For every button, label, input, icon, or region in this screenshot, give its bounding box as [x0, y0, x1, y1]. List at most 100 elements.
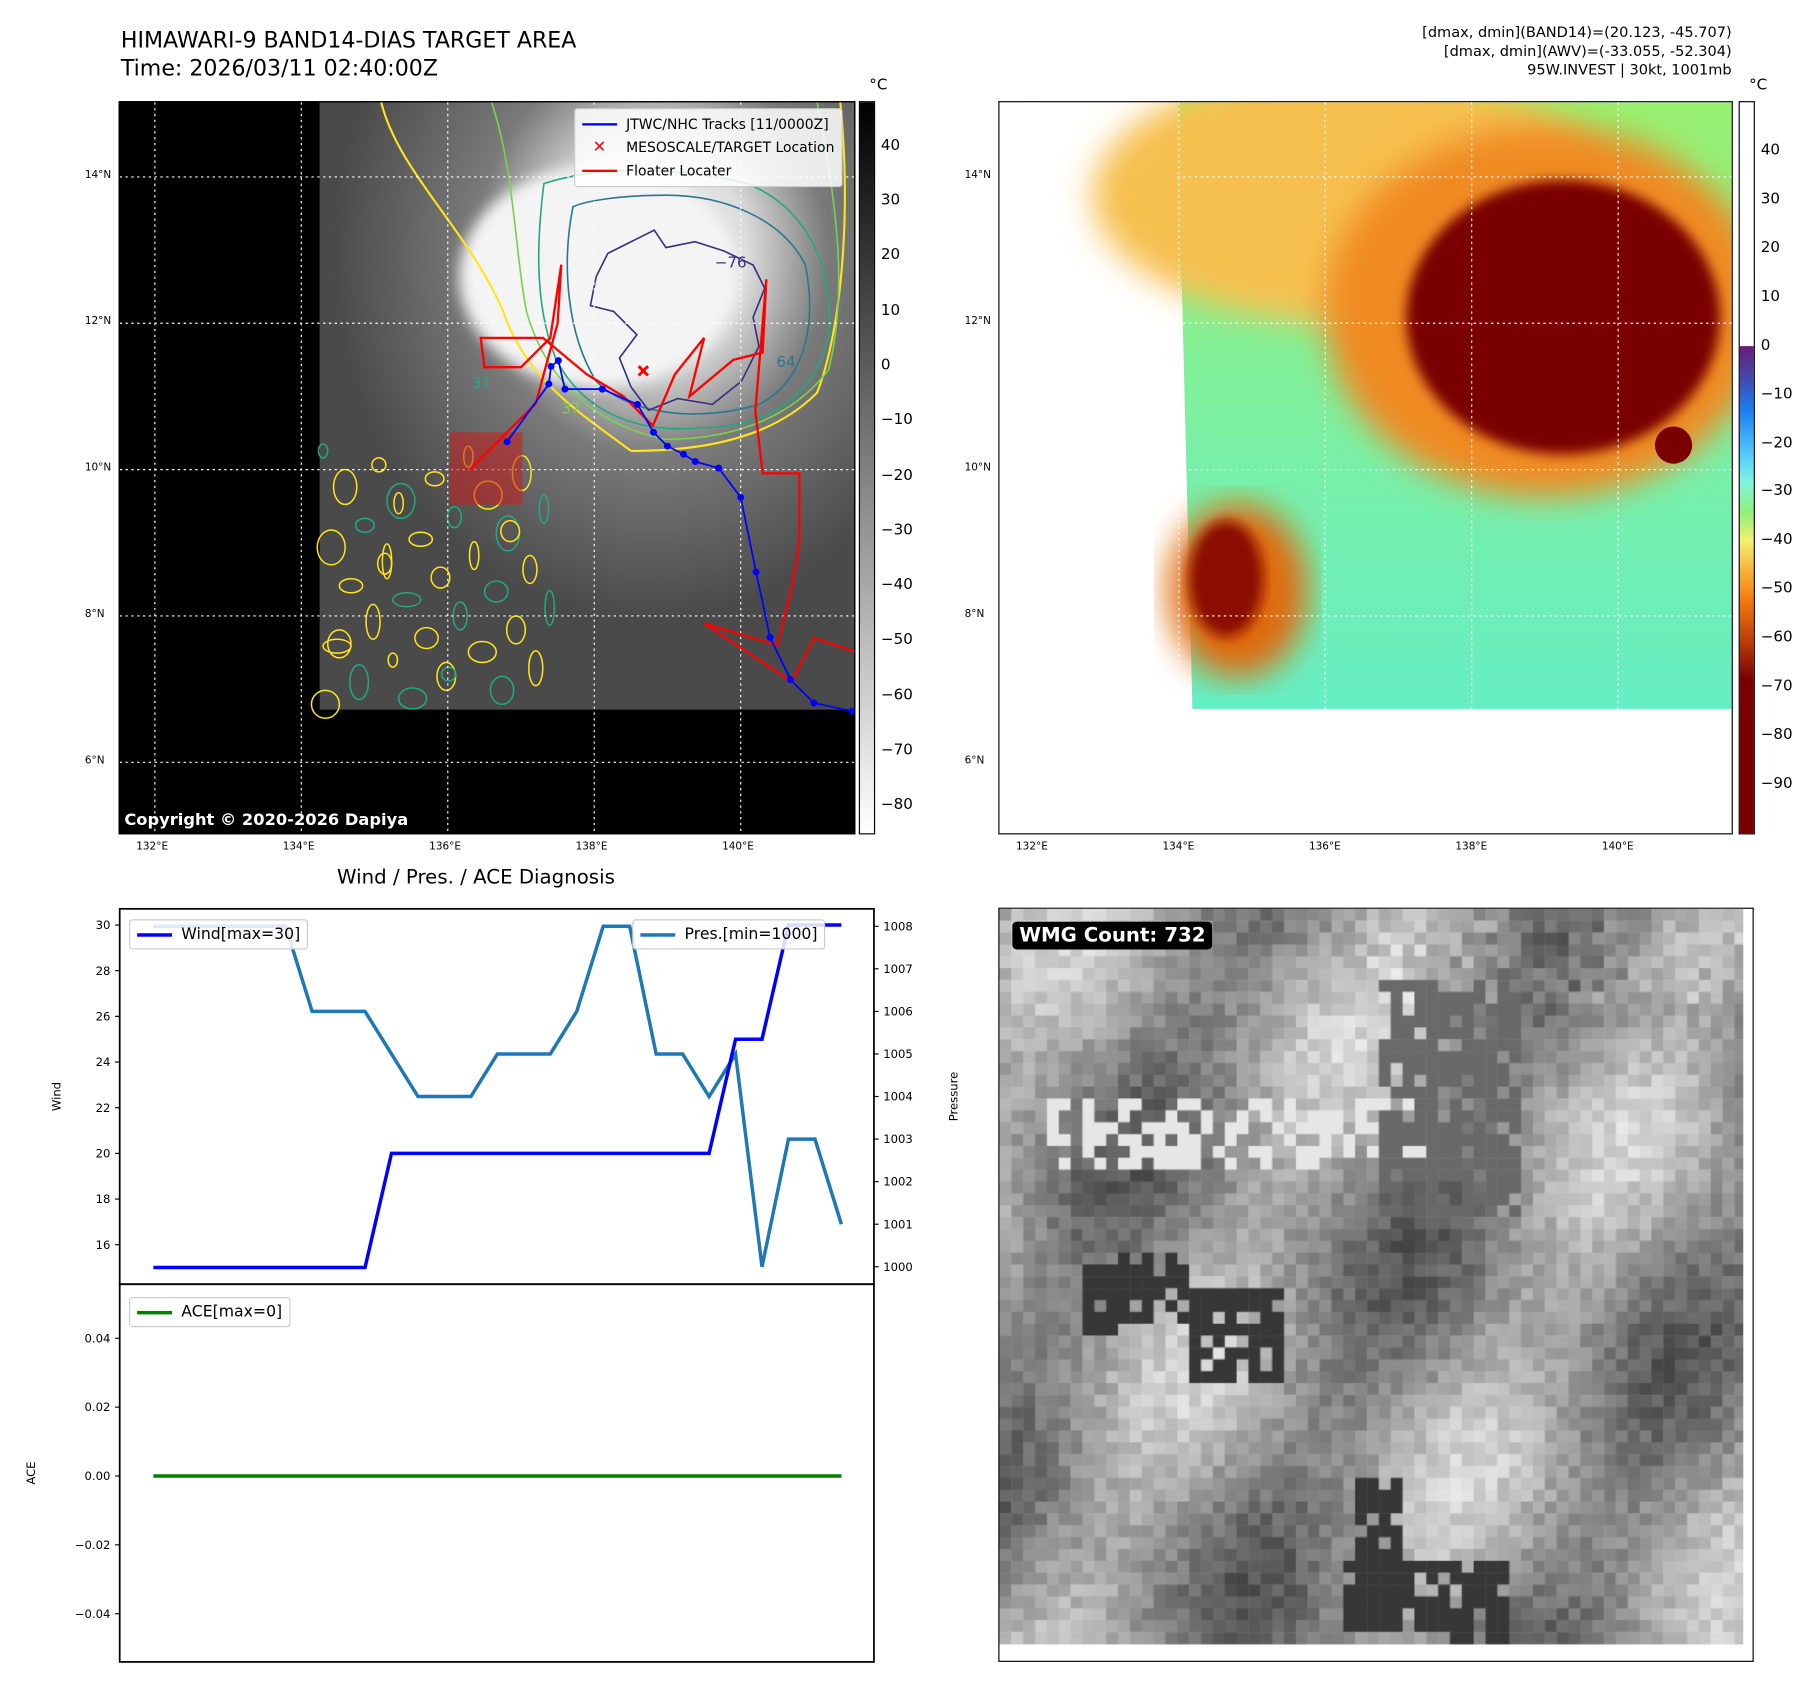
track-point	[766, 633, 774, 641]
legend-target-label: MESOSCALE/TARGET Location	[626, 139, 835, 156]
track-point	[715, 464, 723, 472]
floater-locater-line	[468, 264, 855, 684]
wind-tick-label: 26	[96, 1009, 111, 1023]
convective-contour	[317, 443, 329, 459]
convective-contour	[544, 589, 556, 627]
awv-sw-core	[1188, 520, 1264, 637]
lat-tick-label: 14°N	[964, 169, 991, 182]
left-colorbar-unit: °C	[869, 76, 888, 95]
lat-tick-label: 10°N	[964, 462, 991, 475]
wmg-count-badge: WMG Count: 732	[1012, 921, 1213, 950]
track-swatch-icon	[581, 123, 617, 126]
track-point	[787, 676, 794, 684]
convective-contour	[522, 554, 538, 585]
convective-contour	[408, 531, 434, 547]
convective-contour	[397, 687, 428, 710]
colorbar-tick-label: 10	[880, 301, 901, 320]
ace-tick-label: 0.04	[85, 1331, 111, 1345]
stats-block: [dmax, dmin](BAND14)=(20.123, -45.707) […	[1422, 23, 1731, 79]
convective-contour	[393, 492, 405, 515]
ace-axes-frame	[118, 1283, 875, 1663]
lat-tick-label: 8°N	[84, 608, 105, 621]
figure-title: HIMAWARI-9 BAND14-DIAS TARGET AREA	[120, 27, 577, 54]
wind-tick-label: 18	[96, 1192, 111, 1206]
contour-label: −76	[715, 253, 747, 271]
contour-blue	[566, 194, 811, 415]
wind-tick-label: 16	[96, 1238, 111, 1252]
copyright-text: Copyright © 2020-2026 Dapiya	[124, 811, 409, 830]
pressure-tick-label: 1006	[883, 1004, 913, 1018]
colorbar-tick-label: 40	[1760, 141, 1780, 160]
convective-contour	[332, 468, 358, 506]
track-point	[752, 568, 760, 576]
colorbar-tick-label: 30	[1760, 190, 1780, 208]
track-point	[561, 385, 569, 393]
track-point	[737, 493, 745, 501]
awv-map	[998, 101, 1733, 835]
convective-contour	[528, 650, 544, 687]
convective-contour	[326, 629, 352, 659]
pressure-tick-label: 1005	[883, 1047, 913, 1061]
convective-contour	[489, 675, 515, 706]
pressure-axis-label: Pressure	[947, 1072, 961, 1122]
awv-cold-cell	[1654, 426, 1693, 464]
figure-time: Time: 2026/03/11 02:40:00Z	[120, 55, 438, 82]
track-point	[598, 385, 606, 393]
target-marker	[637, 365, 649, 377]
contour-label: 64	[776, 353, 795, 371]
lat-tick-label: 10°N	[84, 462, 112, 475]
colorbar-tick-label: −80	[1760, 726, 1793, 744]
pressure-tick-label: 1000	[883, 1260, 913, 1274]
convective-contour	[467, 640, 498, 664]
lon-tick-label: 140°E	[722, 841, 754, 854]
contour-green	[490, 102, 840, 441]
wind-tick-label: 24	[96, 1055, 111, 1069]
wind-swatch-icon	[137, 932, 173, 937]
colorbar-tick-label: −30	[880, 521, 913, 540]
legend-tracks-label: JTWC/NHC Tracks [11/0000Z]	[626, 116, 829, 133]
convective-contour	[468, 540, 480, 571]
lat-tick-label: 6°N	[84, 755, 105, 767]
convective-contour	[338, 578, 364, 594]
ace-swatch-icon	[137, 1310, 173, 1314]
colorbar-tick-label: 20	[1760, 239, 1780, 257]
colorbar-tick-label: 0	[1760, 336, 1771, 355]
convective-contour	[371, 457, 387, 473]
floater-swatch-icon	[581, 169, 617, 173]
lon-tick-label: 136°E	[429, 841, 461, 854]
ace-tick-label: −0.02	[75, 1538, 111, 1552]
convective-contour	[440, 666, 457, 682]
colorbar-tick-label: −10	[880, 411, 913, 430]
colorbar-tick-label: 20	[880, 246, 901, 265]
stats-storm: 95W.INVEST | 30kt, 1001mb	[1527, 60, 1732, 78]
pressure-swatch-icon	[640, 932, 676, 937]
convective-contour	[381, 543, 393, 580]
colorbar-tick-label: −70	[880, 741, 913, 759]
track-point	[848, 707, 855, 715]
band14-map-canvas: −76 64 31 37	[119, 102, 855, 834]
contour-label: 37	[561, 400, 580, 418]
convective-contour	[500, 519, 521, 543]
convective-contour	[414, 626, 439, 650]
pressure-tick-label: 1003	[883, 1132, 913, 1146]
lon-tick-label: 140°E	[1601, 841, 1634, 854]
lat-tick-label: 12°N	[964, 316, 991, 328]
wind-legend: Wind[max=30]	[129, 919, 309, 950]
lon-tick-label: 136°E	[1308, 841, 1341, 854]
pressure-tick-label: 1004	[883, 1090, 913, 1104]
convective-contour	[365, 603, 381, 640]
colorbar-tick-label: −80	[880, 796, 913, 814]
legend-target: ✕ MESOSCALE/TARGET Location	[575, 136, 841, 159]
awv-cold-core	[1406, 180, 1721, 455]
wind-axis-label: Wind	[49, 1082, 63, 1111]
ace-tick-label: 0.00	[85, 1469, 111, 1483]
convective-contour	[538, 494, 550, 524]
lon-tick-label: 132°E	[136, 841, 169, 854]
lon-tick-label: 134°E	[1162, 841, 1195, 854]
stats-awv: [dmax, dmin](AWV)=(-33.055, -52.304)	[1443, 41, 1732, 60]
convective-contour	[430, 566, 451, 589]
pressure-tick-label: 1008	[883, 919, 913, 933]
track-point	[810, 699, 818, 707]
wind-tick-label: 28	[96, 964, 111, 978]
wind-legend-label: Wind[max=30]	[181, 925, 301, 944]
